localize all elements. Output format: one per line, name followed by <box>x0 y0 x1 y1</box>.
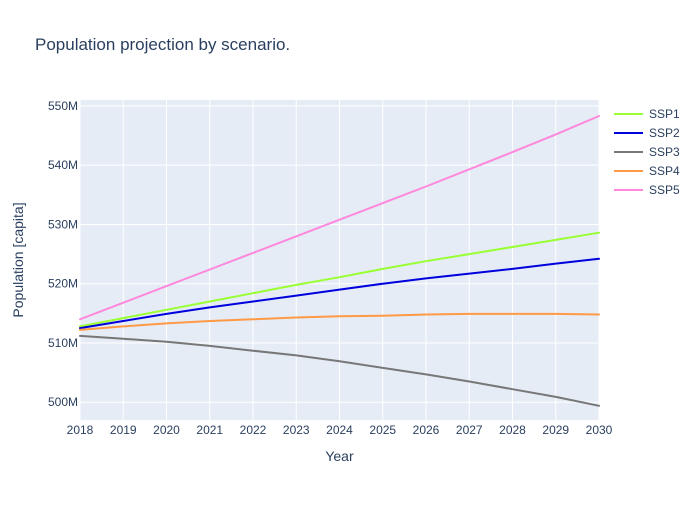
legend-item-ssp1[interactable]: SSP1 <box>614 107 680 121</box>
chart-title: Population projection by scenario. <box>35 35 290 54</box>
x-axis-label: Year <box>325 448 354 464</box>
x-tick-label: 2022 <box>240 423 267 437</box>
y-tick-labels: 500M 510M 520M 530M 540M 550M <box>48 99 78 409</box>
legend[interactable]: SSP1 SSP2 SSP3 SSP4 SSP5 <box>614 107 680 197</box>
y-tick-label: 540M <box>48 158 78 172</box>
x-tick-label: 2028 <box>499 423 526 437</box>
series-line-ssp5 <box>79 115 600 321</box>
x-tick-label: 2025 <box>369 423 396 437</box>
legend-label: SSP4 <box>649 164 680 178</box>
legend-item-ssp2[interactable]: SSP2 <box>614 126 680 140</box>
legend-item-ssp3[interactable]: SSP3 <box>614 145 680 159</box>
x-tick-label: 2021 <box>196 423 223 437</box>
x-tick-label: 2027 <box>456 423 483 437</box>
legend-label: SSP1 <box>649 107 680 121</box>
legend-label: SSP5 <box>649 183 680 197</box>
x-tick-label: 2029 <box>542 423 569 437</box>
y-tick-label: 550M <box>48 99 78 113</box>
series-line-ssp2 <box>79 257 600 330</box>
y-tick-label: 530M <box>48 217 78 231</box>
series-lines <box>79 115 600 407</box>
x-tick-label: 2018 <box>67 423 94 437</box>
series-line-ssp1 <box>79 231 600 328</box>
y-tick-label: 510M <box>48 336 78 350</box>
x-tick-label: 2020 <box>153 423 180 437</box>
x-tick-label: 2030 <box>586 423 613 437</box>
x-tick-label: 2024 <box>326 423 353 437</box>
y-tick-label: 500M <box>48 395 78 409</box>
x-tick-label: 2019 <box>110 423 137 437</box>
y-axis-label: Population [capita] <box>10 202 26 317</box>
legend-item-ssp4[interactable]: SSP4 <box>614 164 680 178</box>
legend-label: SSP2 <box>649 126 680 140</box>
legend-item-ssp5[interactable]: SSP5 <box>614 183 680 197</box>
x-tick-label: 2023 <box>283 423 310 437</box>
series-line-ssp3 <box>79 334 600 407</box>
x-gridlines <box>79 100 600 420</box>
x-tick-label: 2026 <box>413 423 440 437</box>
legend-label: SSP3 <box>649 145 680 159</box>
y-tick-label: 520M <box>48 277 78 291</box>
x-tick-labels: 2018 2019 2020 2021 2022 2023 2024 2025 2026 2027… <box>67 423 613 437</box>
series-line-ssp4 <box>79 312 600 331</box>
